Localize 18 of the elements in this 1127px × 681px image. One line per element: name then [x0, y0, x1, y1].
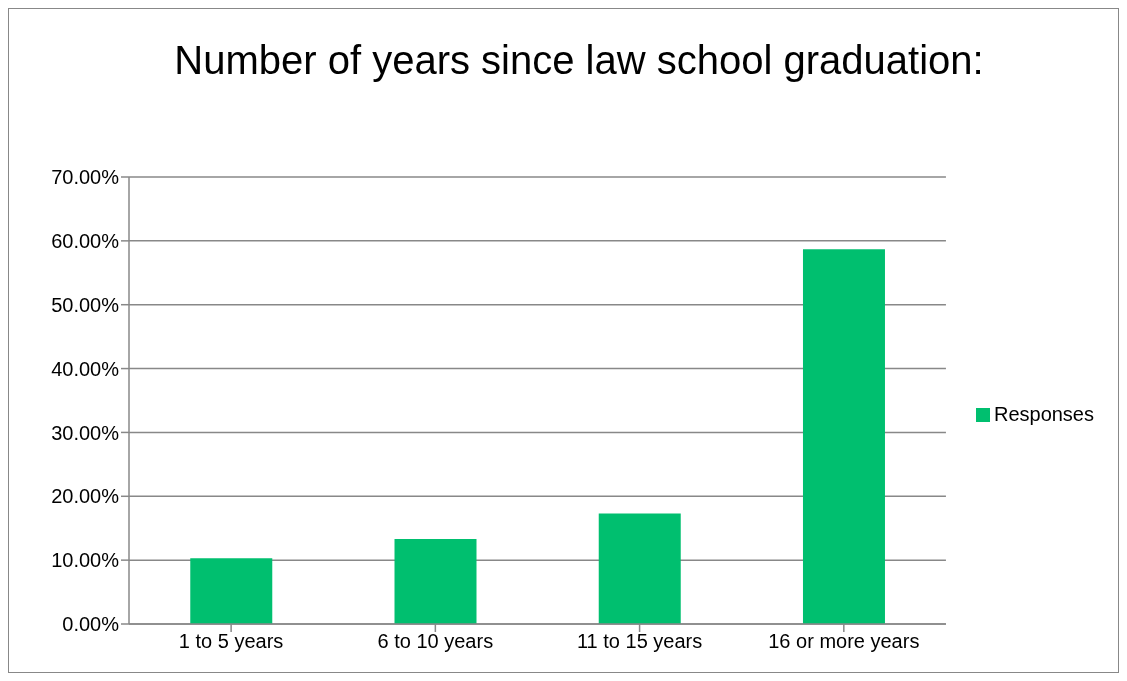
y-tick-label: 10.00%	[51, 549, 120, 572]
bar	[394, 539, 477, 624]
x-tick-label: 11 to 15 years	[576, 630, 703, 653]
y-tick-label: 50.00%	[51, 293, 120, 316]
x-tick-label: 6 to 10 years	[377, 630, 494, 653]
x-tick-label: 16 or more years	[768, 630, 920, 653]
bar	[598, 513, 681, 624]
bar	[802, 249, 885, 624]
y-tick-label: 0.00%	[62, 613, 120, 636]
y-tick-label: 40.00%	[51, 357, 120, 380]
y-tick-label: 30.00%	[51, 421, 120, 444]
x-tick-label: 1 to 5 years	[178, 630, 284, 653]
y-tick-label: 60.00%	[51, 229, 120, 252]
y-tick-label: 70.00%	[51, 166, 120, 189]
legend-label: Responses	[993, 402, 1094, 425]
chart-title: Number of years since law school graduation:	[173, 37, 985, 83]
bar	[190, 558, 273, 624]
y-tick-label: 20.00%	[51, 485, 120, 508]
